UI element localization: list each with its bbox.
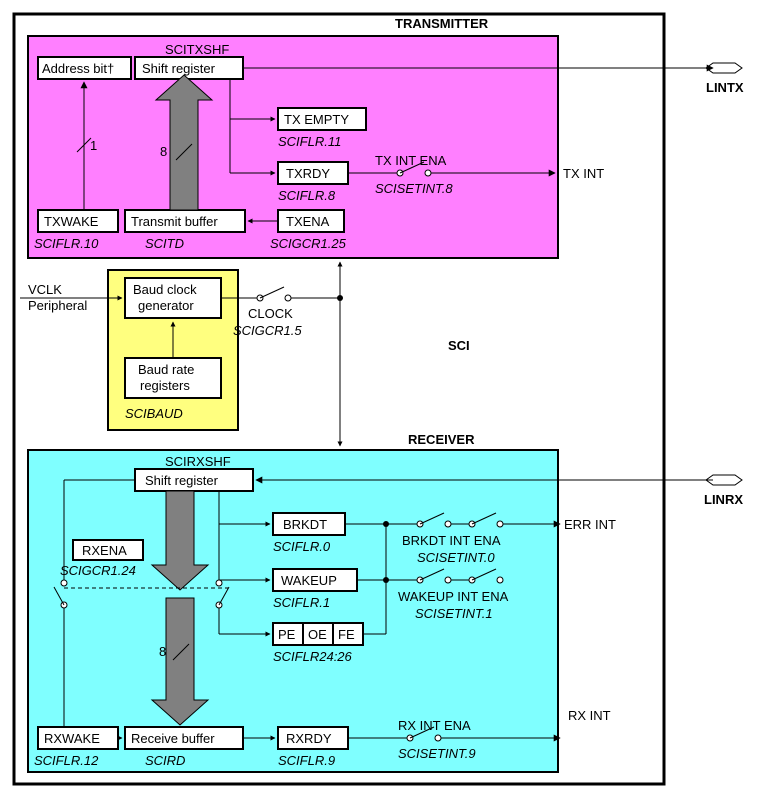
linrx-label: LINRX: [704, 492, 743, 507]
tx-bus1-text: 1: [90, 138, 97, 153]
wakeup-int-ena: WAKEUP INT ENA: [398, 589, 509, 604]
transmit-buf-text: Transmit buffer: [131, 214, 218, 229]
rxena-reg: SCIGCR1.24: [60, 563, 136, 578]
receiver-group: RECEIVER SCIRXSHF Shift register LINRX R…: [28, 432, 743, 772]
tx-shift-reg-text: Shift register: [142, 61, 216, 76]
scird-label: SCIRD: [145, 753, 185, 768]
pe-reg: SCIFLR24:26: [273, 649, 353, 664]
rx-shift-reg-text: Shift register: [145, 473, 219, 488]
oe-text: OE: [308, 627, 327, 642]
fe-text: FE: [338, 627, 355, 642]
rxrdy-reg: SCIFLR.9: [278, 753, 335, 768]
txwake-reg: SCIFLR.10: [34, 236, 99, 251]
baud-rate-t2: registers: [140, 378, 190, 393]
brkdt-text: BRKDT: [283, 517, 327, 532]
lintx-label: LINTX: [706, 80, 744, 95]
txwake-text: TXWAKE: [44, 214, 99, 229]
tx-bus8-text: 8: [160, 144, 167, 159]
txena-reg: SCIGCR1.25: [270, 236, 347, 251]
vclk1: VCLK: [28, 282, 62, 297]
baud-group: Baud clock generator Baud rate registers…: [20, 262, 470, 446]
transmitter-group: TRANSMITTER SCITXSHF Address bit† Shift …: [28, 16, 744, 258]
brkdt-int-ena: BRKDT INT ENA: [402, 533, 501, 548]
rxwake-reg: SCIFLR.12: [34, 753, 99, 768]
txrdy-reg: SCIFLR.8: [278, 188, 336, 203]
txempty-reg: SCIFLR.11: [278, 134, 341, 149]
address-bit-text: Address bit†: [42, 61, 114, 76]
brkdt-int-reg: SCISETINT.0: [417, 550, 495, 565]
rx-bus8-text: 8: [159, 644, 166, 659]
transmitter-title: TRANSMITTER: [395, 16, 489, 31]
scibaud-label: SCIBAUD: [125, 406, 183, 421]
scitd-label: SCITD: [145, 236, 184, 251]
tx-int-label: TX INT: [563, 166, 604, 181]
vclk2: Peripheral: [28, 298, 87, 313]
baud-rate-t1: Baud rate: [138, 362, 194, 377]
scitxshf-label: SCITXSHF: [165, 42, 229, 57]
receive-buf-text: Receive buffer: [131, 731, 215, 746]
wakeup-int-reg: SCISETINT.1: [415, 606, 493, 621]
rxwake-text: RXWAKE: [44, 731, 100, 746]
pe-text: PE: [278, 627, 296, 642]
tx-int-ena-reg: SCISETINT.8: [375, 181, 453, 196]
sci-title: SCI: [448, 338, 470, 353]
rxena-text: RXENA: [82, 543, 127, 558]
scirxshf-label: SCIRXSHF: [165, 454, 231, 469]
txempty-text: TX EMPTY: [284, 112, 349, 127]
clk-switch-icon: [257, 287, 291, 301]
txrdy-text: TXRDY: [286, 166, 330, 181]
wakeup-reg: SCIFLR.1: [273, 595, 330, 610]
tx-int-ena: TX INT ENA: [375, 153, 447, 168]
baud-clkgen-t1: Baud clock: [133, 282, 197, 297]
err-int-label: ERR INT: [564, 517, 616, 532]
brkdt-reg: SCIFLR.0: [273, 539, 331, 554]
rx-int-ena-reg: SCISETINT.9: [398, 746, 476, 761]
clock-reg: SCIGCR1.5: [233, 323, 302, 338]
rx-int-label: RX INT: [568, 708, 611, 723]
receiver-title: RECEIVER: [408, 432, 475, 447]
rxrdy-text: RXRDY: [286, 731, 332, 746]
txena-text: TXENA: [286, 214, 330, 229]
wakeup-text: WAKEUP: [281, 573, 337, 588]
baud-clkgen-t2: generator: [138, 298, 194, 313]
clock-label: CLOCK: [248, 306, 293, 321]
rx-int-ena: RX INT ENA: [398, 718, 471, 733]
